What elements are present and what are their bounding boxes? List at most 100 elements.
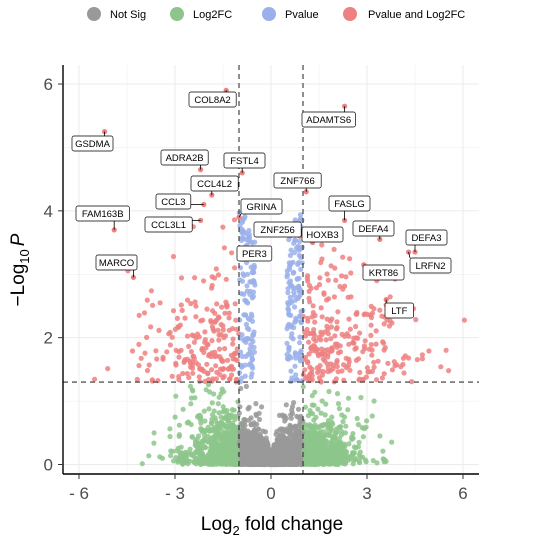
data-point	[318, 410, 324, 416]
data-point	[357, 369, 363, 376]
x-tick-label: 3	[362, 484, 371, 503]
data-point	[188, 401, 194, 407]
data-point	[218, 321, 224, 328]
data-point	[144, 297, 150, 303]
data-point	[231, 443, 237, 449]
data-point	[302, 354, 308, 361]
data-point	[244, 283, 250, 289]
data-point	[356, 460, 363, 466]
data-point	[308, 433, 315, 439]
data-point	[293, 460, 299, 467]
data-point	[290, 336, 296, 342]
legend-label-pvalue: Pvalue	[285, 9, 319, 21]
data-point	[262, 429, 269, 435]
data-point	[325, 369, 331, 375]
data-point	[209, 338, 215, 344]
data-point	[323, 401, 329, 407]
data-point	[328, 263, 334, 269]
data-point	[179, 454, 185, 460]
data-point	[339, 273, 345, 279]
data-point	[92, 376, 98, 382]
data-point	[292, 363, 298, 369]
data-point	[318, 259, 324, 266]
data-point	[310, 303, 316, 309]
data-point	[208, 428, 214, 434]
data-point	[320, 446, 326, 452]
data-point	[338, 428, 345, 434]
data-point	[153, 348, 159, 354]
data-point	[305, 461, 311, 467]
data-point	[221, 389, 227, 395]
data-point	[373, 341, 379, 347]
data-point	[202, 428, 208, 435]
data-point	[225, 357, 231, 363]
data-point	[223, 429, 229, 436]
data-point	[312, 344, 318, 350]
data-point	[295, 295, 301, 302]
data-point	[146, 362, 152, 368]
data-point	[324, 323, 330, 329]
data-point	[226, 327, 232, 333]
data-point	[334, 319, 340, 325]
data-point	[196, 433, 202, 439]
data-point	[365, 311, 371, 318]
data-point	[144, 367, 151, 374]
data-point	[243, 353, 249, 359]
data-point	[342, 283, 348, 289]
data-point	[148, 288, 154, 294]
data-point	[136, 341, 142, 347]
data-point	[348, 294, 354, 300]
data-point	[170, 448, 176, 454]
data-point	[191, 339, 197, 345]
data-point	[193, 440, 199, 446]
data-point	[184, 297, 191, 303]
data-point	[248, 342, 254, 348]
gene-label: FSTL4	[230, 156, 259, 167]
data-point	[370, 458, 376, 464]
data-point	[297, 340, 303, 346]
data-point	[242, 461, 248, 467]
data-point	[252, 455, 258, 461]
data-point	[346, 341, 352, 347]
data-point	[279, 427, 285, 433]
data-point	[209, 378, 215, 384]
data-point	[353, 311, 359, 317]
gene-label: GSDMA	[75, 139, 111, 150]
data-point	[178, 275, 185, 281]
gene-label: FASLG	[334, 199, 365, 210]
data-point	[252, 239, 258, 245]
data-point	[205, 452, 211, 458]
data-point	[301, 450, 307, 456]
data-point	[446, 368, 452, 374]
x-tick-label: 6	[458, 484, 467, 503]
data-point	[215, 314, 222, 320]
data-point	[244, 325, 250, 331]
data-point	[293, 245, 299, 251]
data-point	[341, 453, 347, 459]
data-point	[250, 365, 256, 371]
data-point	[256, 416, 263, 423]
data-point	[172, 414, 178, 420]
data-point	[220, 375, 226, 381]
data-point	[283, 402, 289, 408]
data-point	[274, 429, 280, 435]
data-point	[150, 302, 156, 308]
data-point	[306, 456, 312, 462]
legend-label-pvalue-and-log2fc: Pvalue and Log2FC	[368, 9, 465, 21]
data-point	[335, 309, 341, 315]
data-point	[201, 436, 208, 442]
data-point	[340, 460, 346, 466]
data-point	[294, 376, 300, 382]
data-point	[241, 417, 247, 423]
data-point	[348, 270, 354, 276]
data-point	[346, 316, 352, 322]
data-point	[330, 362, 336, 368]
data-point	[232, 456, 238, 462]
data-point	[230, 420, 236, 426]
legend-key-log2fc	[170, 7, 184, 21]
data-point	[364, 418, 370, 424]
data-point	[368, 342, 374, 348]
data-point	[151, 440, 157, 446]
data-point	[461, 317, 467, 323]
data-point	[326, 388, 332, 395]
